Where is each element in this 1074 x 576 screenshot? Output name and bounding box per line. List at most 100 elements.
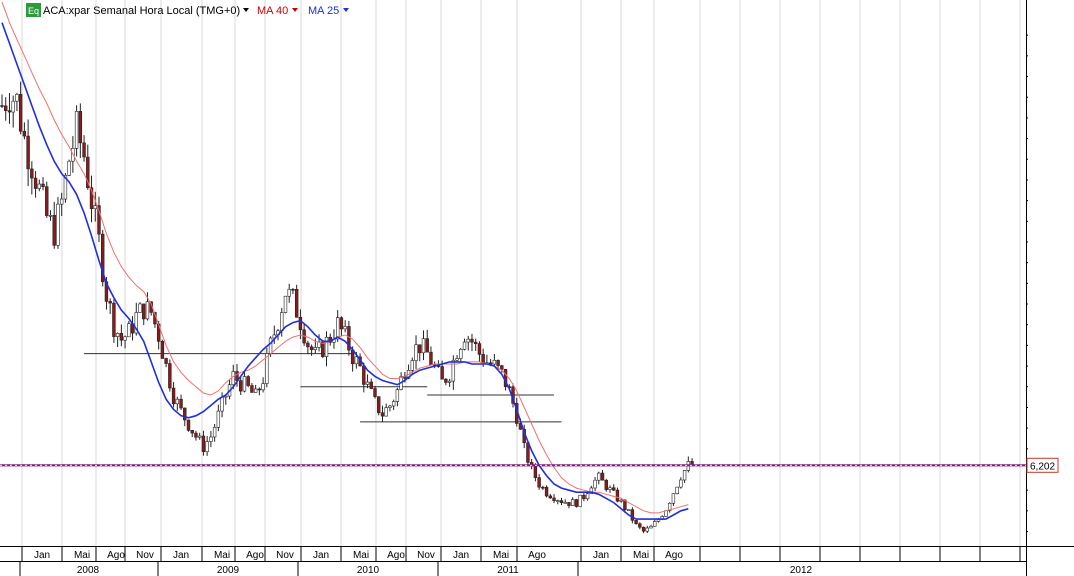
month-label: Mai [633,550,649,561]
candle-body [313,347,318,350]
candle-body [492,360,497,365]
ma25-line [1,22,689,520]
candle-body [119,333,124,341]
candle-body [559,500,564,503]
candle-body [578,494,582,507]
candle-body [145,301,150,320]
candle-body [63,174,68,200]
candle-body [18,94,23,132]
candle-body [533,464,538,478]
candle-body [373,388,377,397]
candle-body [653,521,657,527]
candle-body [641,526,646,532]
instrument-dropdown-icon[interactable] [243,8,249,12]
candle-body [205,441,209,453]
candle-body [563,502,567,504]
candle-body [7,110,12,113]
month-label: Mai [353,550,369,561]
candle-body [365,381,370,385]
moving-averages [0,1,1026,520]
candle-body [414,344,418,361]
ma25-label[interactable]: MA 25 [308,5,339,17]
current-price-label: 6,202 [1030,461,1055,472]
candle-body [309,346,314,350]
year-label: 2008 [77,565,100,576]
candle-body [4,105,8,111]
candle-body [179,398,183,409]
candle-body [52,215,56,246]
month-label: Jan [34,550,50,561]
ma40-label[interactable]: MA 40 [257,5,288,17]
candle-body [306,342,310,348]
candle-body [447,380,452,383]
candle-body [33,177,38,189]
candle-body [582,494,586,500]
candle-body [556,500,560,502]
candle-body [291,288,295,291]
month-label: Ago [528,550,546,561]
candle-body [97,205,101,235]
candle-body [280,312,284,332]
candle-body [26,135,30,170]
candle-body [615,489,620,502]
candle-body [294,289,299,318]
candle-body [391,401,396,407]
candle-body [638,523,642,528]
candle-body [645,527,649,532]
candle-body [74,111,79,149]
candle-body [142,303,146,320]
candle-body [667,502,672,512]
candle-body [626,509,631,511]
month-label: Mai [493,550,509,561]
badge-eq[interactable] [26,3,41,17]
candle-body [101,233,105,283]
candle-body [93,205,97,210]
instrument-title[interactable]: ACA:xpar Semanal Hora Local (TMG+0) [43,5,240,17]
candle-body [593,479,597,489]
candle-body [45,186,49,216]
month-label: Jan [593,550,609,561]
candle-body [537,477,541,488]
candle-body [339,317,344,330]
month-label: Nov [276,550,294,561]
candle-body [418,344,422,354]
candle-body [630,509,635,521]
candle-body [470,338,474,343]
candle-body [82,142,86,158]
candle-body [171,387,176,405]
candle-body [216,410,221,428]
candle-body [343,326,347,330]
candle-body [675,486,679,494]
month-label: Jan [313,550,329,561]
candle-body [283,295,288,313]
year-label: 2009 [217,565,240,576]
candle-body [474,341,478,344]
grid [21,0,1021,546]
ma25-dropdown-icon[interactable] [343,8,349,12]
ma40-dropdown-icon[interactable] [292,8,298,12]
candle-body [168,363,172,389]
candle-body [41,183,45,187]
candle-body [37,183,42,189]
candle-body [466,338,470,343]
candle-body [612,487,616,491]
month-label: Ago [246,550,264,561]
candle-body [48,215,53,217]
month-label: Ago [665,550,683,561]
candle-body [138,303,142,313]
candle-body [671,493,676,504]
candle-body [0,105,4,107]
candle-body [488,362,493,365]
candle-body [440,366,444,380]
candle-body [335,317,340,340]
candle-body [160,341,165,359]
candle-body [268,337,273,354]
month-label: Mai [214,550,230,561]
candle-body [220,396,224,412]
candle-body [183,407,187,421]
candle-body [664,510,668,517]
candle-body [242,376,247,392]
candle-body [86,156,90,189]
month-label: Nov [136,550,154,561]
